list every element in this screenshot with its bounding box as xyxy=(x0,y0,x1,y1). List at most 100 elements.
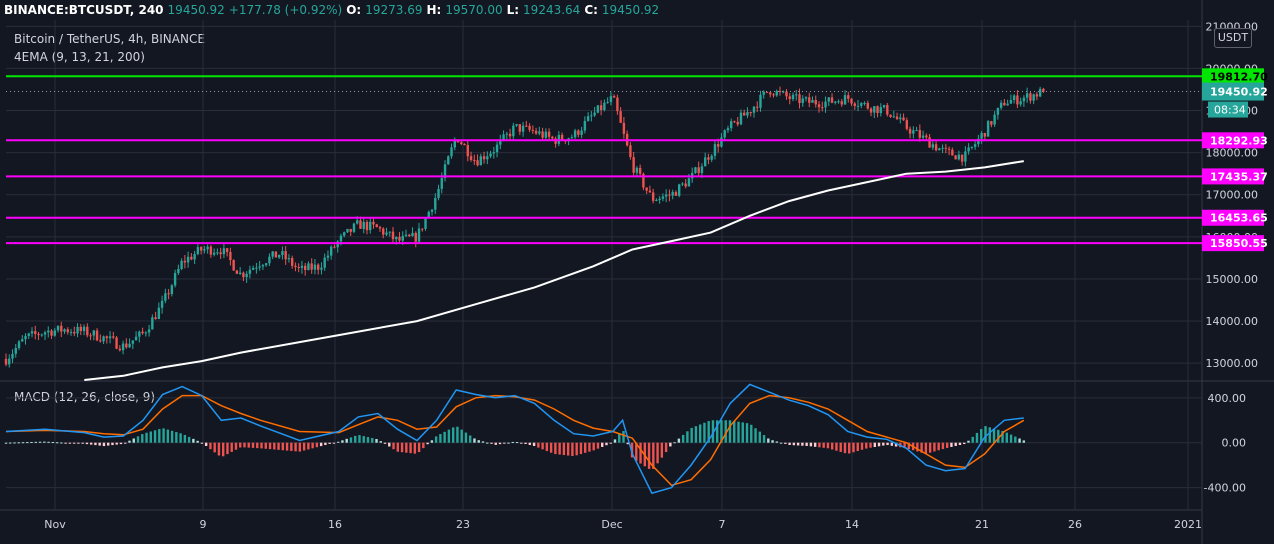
candle-body xyxy=(1009,99,1013,104)
macd-histogram-bar xyxy=(984,426,987,443)
candle-body xyxy=(821,107,824,109)
candle-body xyxy=(655,199,658,201)
candle-body xyxy=(177,268,180,274)
macd-histogram-bar xyxy=(741,422,744,443)
macd-histogram-bar xyxy=(43,441,46,443)
candle-body xyxy=(960,154,964,162)
candle-body xyxy=(551,136,554,139)
macd-histogram-bar xyxy=(460,429,463,443)
macd-histogram-bar xyxy=(848,442,851,454)
price-tick-label: 17000.00 xyxy=(1206,189,1259,202)
macd-histogram-bar xyxy=(865,442,868,449)
price-change: +177.78 (+0.92%) xyxy=(228,3,343,17)
macd-histogram-bar xyxy=(694,426,698,443)
candle-body xyxy=(593,112,596,116)
high-label: H: xyxy=(426,3,442,17)
macd-histogram-bar xyxy=(469,435,472,443)
close-label: C: xyxy=(584,3,598,17)
candle-body xyxy=(303,265,307,271)
macd-histogram-bar xyxy=(869,442,872,448)
candle-body xyxy=(661,196,665,199)
candle-body xyxy=(795,94,798,96)
close-value: 19450.92 xyxy=(601,3,660,17)
candle-body xyxy=(128,343,131,348)
macd-histogram-bar xyxy=(396,442,400,452)
candle-body xyxy=(92,330,96,336)
candle-body xyxy=(326,255,330,258)
candle-body xyxy=(599,105,603,111)
macd-histogram-bar xyxy=(537,442,540,448)
series-legend[interactable]: Bitcoin / TetherUS, 4h, BINANCE xyxy=(14,32,205,46)
candle-body xyxy=(590,115,593,117)
candle-body xyxy=(697,167,700,174)
macd-histogram-bar xyxy=(226,442,229,455)
candle-body xyxy=(873,106,876,113)
time-tick-label: 16 xyxy=(328,518,342,531)
macd-histogram-bar xyxy=(997,429,1000,443)
candle-body xyxy=(232,260,235,271)
macd-histogram-bar xyxy=(34,441,38,443)
ema-200-line xyxy=(84,160,1024,381)
candle-body xyxy=(66,329,69,333)
price-tick-label: 14000.00 xyxy=(1206,315,1259,328)
candle-body xyxy=(996,107,1000,115)
macd-histogram-bar xyxy=(4,442,8,444)
macd-histogram-bar xyxy=(758,431,761,443)
candle-body xyxy=(957,154,961,160)
macd-histogram-bar xyxy=(1014,436,1017,443)
macd-histogram-bar xyxy=(1018,438,1021,443)
candle-body xyxy=(281,251,284,256)
candle-body xyxy=(928,137,931,148)
macd-histogram-bar xyxy=(451,427,455,443)
candle-body xyxy=(521,125,525,132)
candle-body xyxy=(434,197,437,210)
candle-body xyxy=(645,187,648,191)
macd-histogram-bar xyxy=(298,442,302,452)
ema-200 xyxy=(84,160,1024,381)
candle-body xyxy=(944,147,948,149)
macd-histogram-bar xyxy=(183,434,187,443)
currency-unit-button[interactable]: USDT xyxy=(1214,28,1252,48)
macd-histogram-bar xyxy=(877,442,881,447)
candle-body xyxy=(417,228,421,242)
candle-body xyxy=(931,144,935,148)
candle-body xyxy=(141,331,144,334)
candle-body xyxy=(1035,94,1039,97)
candle-body xyxy=(271,251,274,257)
candle-body xyxy=(632,157,635,173)
candle-body xyxy=(677,184,681,196)
candle-body xyxy=(863,102,866,104)
candle-body xyxy=(248,269,252,274)
candle-body xyxy=(365,221,369,231)
candle-body xyxy=(151,317,154,330)
macd-histogram-bar xyxy=(660,442,664,458)
candle-body xyxy=(115,337,118,349)
macd-line xyxy=(5,383,1024,495)
candle-body xyxy=(268,256,271,264)
candle-body xyxy=(1038,88,1042,97)
candle-body xyxy=(447,156,450,165)
level-label: 16453.65 xyxy=(1210,212,1268,225)
macd-histogram-bar xyxy=(767,438,770,443)
macd-histogram-bar xyxy=(102,442,106,447)
candle-body xyxy=(76,326,79,334)
candle-body xyxy=(547,131,551,137)
candle-body xyxy=(14,347,17,354)
candle-body xyxy=(925,135,928,138)
macd-histogram-bar xyxy=(609,442,612,444)
macd-histogram-bar xyxy=(68,442,72,444)
candle-body xyxy=(808,97,811,103)
candle-body xyxy=(196,247,200,255)
macd-histogram-bar xyxy=(975,432,979,443)
macd-histogram-bar xyxy=(204,442,208,446)
macd-histogram-bar xyxy=(779,442,783,444)
ema-legend[interactable]: 4EMA (9, 13, 21, 200) xyxy=(14,50,145,64)
macd-tick-label: -400.00 xyxy=(1204,482,1246,495)
macd-histogram-bar xyxy=(963,442,966,445)
macd-tick-label: 0.00 xyxy=(1222,437,1247,450)
candle-body xyxy=(687,178,691,187)
macd-legend[interactable]: MACD (12, 26, close, 9) xyxy=(14,390,156,404)
macd-histogram-bar xyxy=(916,442,919,452)
macd-histogram-bar xyxy=(1001,430,1004,443)
